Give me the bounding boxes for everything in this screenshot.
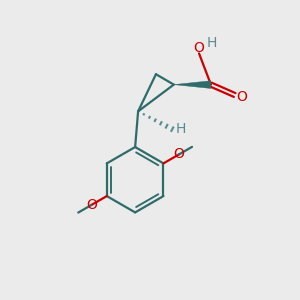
Polygon shape: [174, 81, 211, 88]
Text: O: O: [236, 89, 247, 103]
Text: O: O: [86, 198, 97, 212]
Text: H: H: [206, 36, 217, 50]
Text: O: O: [173, 148, 184, 161]
Text: O: O: [193, 41, 204, 55]
Text: H: H: [176, 122, 186, 136]
